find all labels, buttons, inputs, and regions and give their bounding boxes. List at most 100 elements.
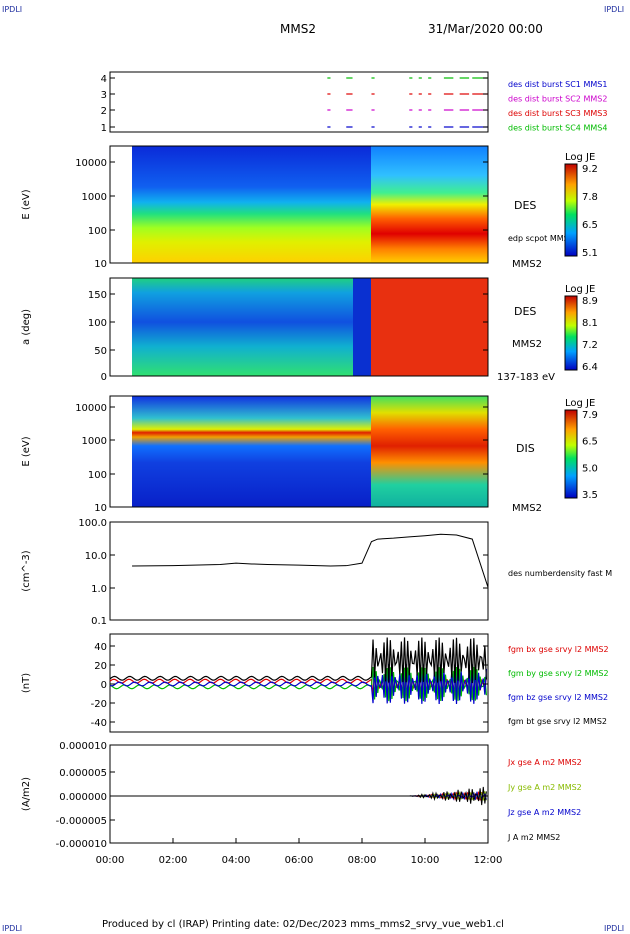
y-tick-label: 100: [88, 470, 107, 481]
y-tick-label: 1000: [82, 192, 107, 203]
y-tick-label: 10.0: [85, 551, 107, 562]
dis-energy-panel: [109, 395, 489, 508]
y-tick-label: 100: [88, 318, 107, 329]
fgm-series-line: [109, 664, 488, 704]
y-tick-label: 1.0: [91, 584, 107, 595]
y-tick-label: 150: [88, 290, 107, 301]
des-energy-panel: [109, 145, 489, 264]
panel-side-label: DIS: [516, 442, 535, 455]
y-tick-label: 0.1: [91, 616, 107, 627]
colorbar-title: Log JE: [565, 284, 595, 295]
y-tick-label: -40: [91, 718, 107, 729]
y-tick-label: 4: [101, 74, 107, 85]
y-axis-label: a (deg): [21, 309, 32, 345]
corner-label-tr: IPDLI: [604, 5, 625, 14]
x-tick-label: 08:00: [348, 855, 377, 866]
colorbar-tick: 7.9: [582, 410, 598, 421]
y-axis-label: (A/m2): [21, 777, 32, 811]
corner-label-br: IPDLI: [604, 924, 625, 933]
des-energy-active-region: [371, 146, 488, 263]
colorbar-tick: 6.4: [582, 362, 598, 373]
colorbar-tick: 3.5: [582, 490, 598, 501]
x-tick-label: 10:00: [411, 855, 440, 866]
y-tick-label: 100.0: [78, 518, 107, 529]
y-axis-label: (cm^-3): [21, 550, 32, 591]
burst-legend-entry: des dist burst SC4 MMS4: [508, 124, 607, 133]
y-tick-label: 10000: [75, 158, 107, 169]
y-tick-label: 0: [101, 372, 107, 383]
burst-markers: [327, 77, 488, 128]
fgm-legend-entry: fgm bt gse srvy l2 MMS2: [508, 717, 607, 726]
y-tick-label: 10: [94, 503, 107, 514]
colorbar-tick: 6.5: [582, 220, 598, 231]
y-tick-label: 50: [94, 346, 107, 357]
y-tick-label: 10: [94, 259, 107, 270]
colorbar: [564, 163, 578, 257]
colorbar-tick: 5.1: [582, 248, 598, 259]
x-tick-label: 04:00: [222, 855, 251, 866]
y-tick-label: 100: [88, 226, 107, 237]
panel-side-label: DES: [514, 305, 536, 318]
y-tick-label: 0.000010: [59, 741, 107, 752]
des-energy-quiet-region: [132, 146, 371, 263]
y-tick-label: 40: [94, 642, 107, 653]
y-tick-label: 3: [101, 90, 107, 101]
y-tick-label: -20: [91, 699, 107, 710]
fgm-legend-entry: fgm by gse srvy l2 MMS2: [508, 669, 609, 678]
colorbar-title: Log JE: [565, 398, 595, 409]
density-legend: des numberdensity fast M: [508, 569, 612, 578]
current-legend-entry: Jz gse A m2 MMS2: [507, 808, 581, 817]
panel-side-label: edp scpot MMS2: [508, 234, 574, 243]
date-title: 31/Mar/2020 00:00: [428, 22, 543, 36]
y-tick-label: 2: [101, 106, 107, 117]
panel-side-label: MMS2: [512, 339, 542, 350]
colorbar: [564, 409, 578, 499]
des-pitch-panel: [109, 277, 489, 377]
x-tick-label: 06:00: [285, 855, 314, 866]
x-tick-label: 12:00: [474, 855, 503, 866]
footer-credits: Produced by cl (IRAP) Printing date: 02/…: [102, 919, 504, 930]
y-tick-label: 0.000000: [59, 792, 107, 803]
colorbar: [564, 295, 578, 371]
current-panel: [109, 744, 489, 844]
fgm-panel: [109, 633, 489, 733]
y-tick-label: 20: [94, 661, 107, 672]
current-legend-entry: Jy gse A m2 MMS2: [507, 783, 582, 792]
colorbar-tick: 7.8: [582, 192, 598, 203]
burst-legend-entry: des dist burst SC1 MMS1: [508, 80, 607, 89]
colorbar-tick: 8.9: [582, 296, 598, 307]
y-axis-label: E (eV): [21, 189, 32, 219]
y-tick-label: 0.000005: [59, 768, 107, 779]
panel-side-label: 137-183 eV: [497, 372, 555, 383]
y-axis-label: E (eV): [21, 436, 32, 466]
colorbar-tick: 8.1: [582, 318, 598, 329]
burst-panel: des dist burst SC1 MMS1 des dist burst SC…: [109, 71, 607, 133]
colorbar-tick: 7.2: [582, 340, 598, 351]
corner-label-bl: IPDLI: [2, 924, 23, 933]
burst-legend-entry: des dist burst SC2 MMS2: [508, 95, 607, 104]
current-legend-entry: J A m2 MMS2: [507, 833, 560, 842]
y-tick-label: -0.000010: [56, 839, 107, 850]
corner-label-tl: IPDLI: [2, 5, 23, 14]
current-legend-entry: Jx gse A m2 MMS2: [507, 758, 582, 767]
y-tick-label: 1000: [82, 436, 107, 447]
x-tick-label: 00:00: [96, 855, 125, 866]
colorbar-tick: 6.5: [582, 437, 598, 448]
density-series-line: [132, 533, 489, 588]
x-tick-label: 02:00: [159, 855, 188, 866]
colorbar-tick: 5.0: [582, 463, 598, 474]
density-panel: [109, 521, 489, 621]
y-tick-label: -0.000005: [56, 816, 107, 827]
y-tick-label: 10000: [75, 403, 107, 414]
panel-side-label: MMS2: [512, 259, 542, 270]
panel-side-label: MMS2: [512, 503, 542, 514]
panel-side-label: DES: [514, 199, 536, 212]
spacecraft-title: MMS2: [280, 22, 316, 36]
fgm-legend-entry: fgm bz gse srvy l2 MMS2: [508, 693, 608, 702]
colorbar-tick: 9.2: [582, 164, 598, 175]
fgm-series-line: [109, 637, 488, 684]
colorbar-title: Log JE: [565, 152, 595, 163]
fgm-legend-entry: fgm bx gse srvy l2 MMS2: [508, 645, 609, 654]
y-axis-label: (nT): [21, 673, 32, 693]
